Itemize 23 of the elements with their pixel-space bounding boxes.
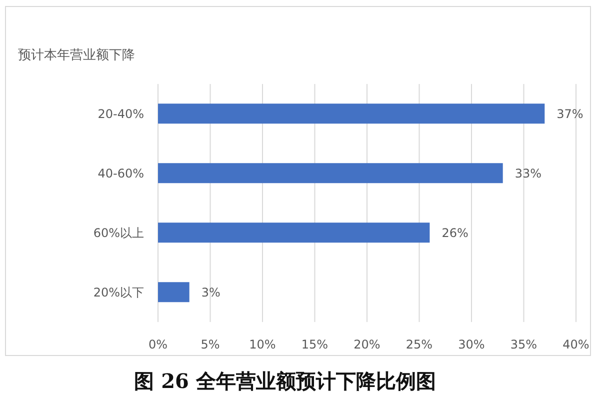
data-label: 33% (514, 166, 542, 180)
bar (158, 163, 503, 184)
x-tick-label: 0% (148, 338, 168, 352)
bar (158, 282, 190, 302)
y-tick-label: 20-40% (98, 107, 144, 122)
x-tick-label: 20% (354, 338, 380, 352)
y-axis-title: 预计本年营业额下降 (18, 48, 135, 63)
data-label: 37% (556, 106, 584, 121)
text: 图 26 全年营业额预计下降比例图 (134, 369, 436, 393)
y-tick-label: 20%以下 (93, 286, 144, 300)
y-tick-label: 60%以上 (93, 226, 144, 240)
bar (158, 222, 430, 243)
x-tick-label: 40% (562, 338, 590, 352)
x-tick-label: 35% (510, 338, 538, 352)
y-tick-label: 40-60% (98, 166, 144, 181)
x-tick-label: 30% (458, 338, 485, 352)
data-label: 26% (442, 226, 468, 240)
data-label: 3% (201, 285, 220, 300)
bar (158, 104, 545, 124)
x-tick-label: 5% (200, 338, 220, 352)
x-tick-label: 25% (406, 338, 433, 352)
x-tick-label: 15% (301, 338, 328, 352)
x-tick-label: 10% (249, 338, 276, 352)
